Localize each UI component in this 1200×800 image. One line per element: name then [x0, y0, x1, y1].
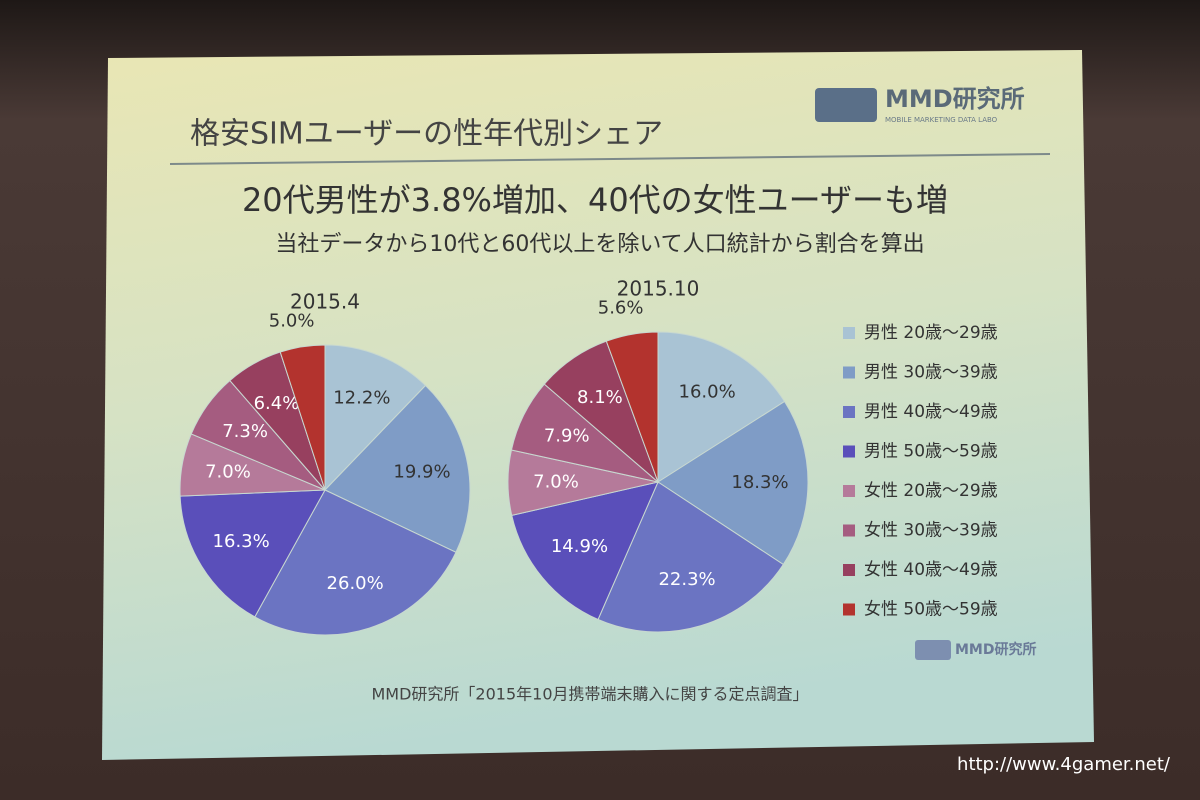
- legend-label: 女性 50歳～59歳: [864, 600, 998, 620]
- slide-title: 格安SIMユーザーの性年代別シェア: [190, 117, 663, 152]
- title-rule: [169, 153, 1051, 165]
- legend-swatch: [843, 524, 855, 537]
- value-label: 5.0%: [269, 311, 315, 332]
- value-label: 12.2%: [333, 388, 390, 409]
- value-label: 7.0%: [205, 462, 251, 483]
- pie-slice: [511, 481, 659, 621]
- value-label: 6.4%: [254, 393, 300, 414]
- watermark: http://www.4gamer.net/: [957, 754, 1171, 775]
- value-label: 22.3%: [658, 569, 715, 590]
- subtitle: 当社データから10代と60代以上を除いて人口統計から割合を算出: [275, 232, 924, 257]
- legend-swatch: [843, 564, 855, 576]
- legend-label: 男性 40歳～49歳: [864, 402, 998, 422]
- value-label: 7.3%: [222, 421, 268, 442]
- pie-title: 2015.4: [290, 290, 360, 314]
- legend-label: 男性 20歳～29歳: [864, 323, 998, 343]
- value-label: 5.6%: [598, 298, 644, 319]
- legend-swatch: [843, 366, 855, 379]
- pie-slice: [324, 344, 427, 492]
- legend-label: 男性 30歳～39歳: [864, 363, 998, 383]
- pie-slice: [657, 331, 786, 483]
- logo-sub: MOBILE MARKETING DATA LABO: [885, 116, 998, 124]
- pie-slice: [597, 481, 784, 633]
- legend-swatch: [843, 327, 855, 339]
- legend-swatch: [843, 485, 855, 497]
- pie-slice: [324, 384, 471, 553]
- small-logo: MMD研究所: [955, 641, 1036, 658]
- legend-swatch: [843, 445, 855, 458]
- legend-label: 女性 30歳～39歳: [864, 521, 998, 541]
- pie-slice: [657, 400, 809, 566]
- logo-mark: [815, 88, 877, 122]
- value-label: 19.9%: [393, 461, 450, 482]
- value-label: 16.0%: [679, 382, 736, 403]
- pie-slice: [605, 331, 659, 483]
- headline: 20代男性が3.8%増加、40代の女性ユーザーも増: [242, 181, 948, 219]
- legend-label: 男性 50歳～59歳: [864, 442, 998, 462]
- legend-swatch: [843, 406, 855, 418]
- pie-slice: [279, 344, 326, 491]
- small-logo-mark: [915, 640, 951, 660]
- legend-swatch: [843, 603, 855, 616]
- source: MMD研究所「2015年10月携帯端末購入に関する定点調査」: [371, 685, 808, 704]
- value-label: 18.3%: [731, 472, 788, 493]
- legend-label: 女性 40歳～49歳: [864, 560, 998, 580]
- value-label: 26.0%: [327, 573, 384, 594]
- logo: MMD研究所: [885, 85, 1025, 113]
- pie-title: 2015.10: [617, 277, 700, 301]
- value-label: 8.1%: [577, 387, 623, 408]
- value-label: 7.0%: [533, 471, 579, 492]
- pie-slice: [179, 489, 326, 618]
- value-label: 16.3%: [213, 531, 270, 552]
- legend-label: 女性 20歳～29歳: [864, 481, 998, 501]
- value-label: 14.9%: [551, 536, 608, 557]
- value-label: 7.9%: [544, 425, 590, 446]
